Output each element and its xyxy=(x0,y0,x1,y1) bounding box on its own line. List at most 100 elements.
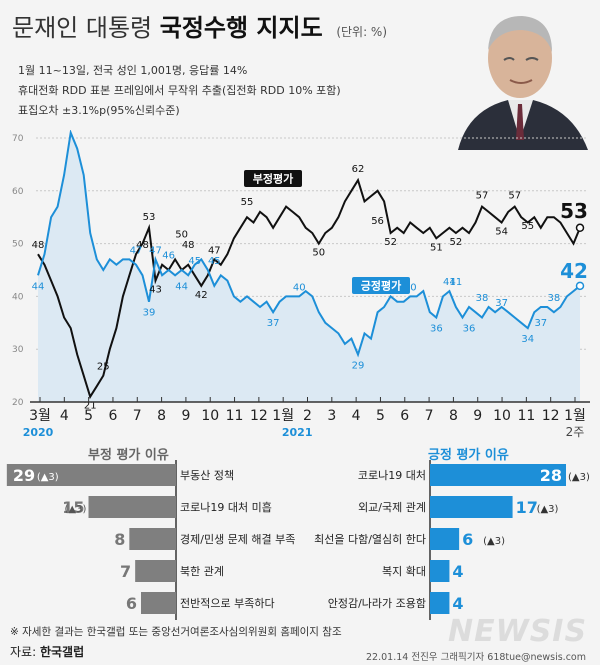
negative-data-label: 62 xyxy=(352,164,365,175)
positive-reason-label: 최선을 다함/열심히 한다 xyxy=(314,532,426,546)
negative-reason-label: 북한 관계 xyxy=(180,565,224,578)
negative-bar xyxy=(88,496,176,518)
x-tick-label: 5 xyxy=(376,408,385,424)
title-prefix: 문재인 대통령 xyxy=(12,14,153,42)
legend-positive-label: 긍정평가 xyxy=(361,279,401,293)
negative-bar-value: 15 xyxy=(62,498,84,517)
x-tick-label: 2 xyxy=(303,408,312,424)
negative-bar xyxy=(141,592,176,614)
survey-meta-line-3: 표집오차 ±3.1%p(95%신뢰수준) xyxy=(18,104,180,117)
legend-negative-box xyxy=(244,170,302,187)
positive-change-label: (▲3) xyxy=(483,536,505,547)
positive-reason-label: 외교/국제 관계 xyxy=(358,501,426,514)
x-tick-label: 11 xyxy=(226,408,244,424)
x-tick-label: 11 xyxy=(517,408,535,424)
positive-bar xyxy=(430,560,450,582)
y-tick-label: 60 xyxy=(12,187,24,197)
x-tick-label: 8 xyxy=(157,408,166,424)
x-tick-label: 12 xyxy=(250,408,268,424)
negative-data-label: 25 xyxy=(97,362,110,373)
negative-data-label: 55 xyxy=(241,197,254,208)
survey-meta-line-2: 휴대전화 RDD 표본 프레임에서 무작위 추출(집전화 RDD 10% 포함) xyxy=(18,84,341,97)
positive-bar xyxy=(430,496,513,518)
x-tick-label: 8 xyxy=(449,408,458,424)
positive-bar-value: 6 xyxy=(462,530,473,549)
y-axis-ticks: 20 30 40 50 60 70 xyxy=(12,134,24,408)
negative-reasons-title: 부정 평가 이유 xyxy=(88,448,169,463)
positive-data-label: 36 xyxy=(430,324,443,335)
positive-data-label: 29 xyxy=(352,360,365,371)
negative-data-label: 55 xyxy=(521,221,534,232)
positive-area-fill xyxy=(38,132,580,402)
president-portrait-image xyxy=(438,0,600,150)
negative-data-label: 52 xyxy=(384,237,397,248)
x-tick-label: 5 xyxy=(84,408,93,424)
negative-data-label: 48 xyxy=(182,240,195,251)
positive-bar-value: 17 xyxy=(516,498,538,517)
negative-bar-value: 29 xyxy=(13,466,35,485)
y-tick-label: 20 xyxy=(12,398,24,408)
y-tick-label: 40 xyxy=(12,292,24,302)
positive-data-label: 36 xyxy=(463,324,476,335)
negative-bar xyxy=(135,560,176,582)
x-tick-label: 9 xyxy=(181,408,190,424)
x-tick-label: 7 xyxy=(133,408,142,424)
x-tick-label: 6 xyxy=(108,408,117,424)
positive-data-label: 45 xyxy=(208,256,221,267)
positive-data-label: 40 xyxy=(293,282,306,293)
negative-data-label: 53 xyxy=(560,199,588,223)
x-tick-label: 6 xyxy=(400,408,409,424)
negative-data-label: 43 xyxy=(149,285,162,296)
negative-data-label: 21 xyxy=(84,401,97,412)
y-tick-label: 70 xyxy=(12,134,24,144)
positive-data-label: 44 xyxy=(175,281,188,292)
positive-data-label: 39 xyxy=(143,308,156,319)
negative-bar-value: 8 xyxy=(114,530,125,549)
source: 자료: 한국갤럽 xyxy=(10,643,84,660)
negative-data-label: 48 xyxy=(32,240,45,251)
last-week-label: 2주 xyxy=(566,425,585,439)
newsis-logo: NEWSIS xyxy=(448,614,588,649)
unit-label: (단위: %) xyxy=(336,25,388,39)
positive-data-label: 37 xyxy=(534,318,547,329)
positive-data-label: 37 xyxy=(267,318,280,329)
positive-data-label: 38 xyxy=(548,293,561,304)
survey-meta-line-1: 1월 11~13일, 전국 성인 1,001명, 응답률 14% xyxy=(18,64,248,77)
series-end-points xyxy=(575,223,585,291)
x-tick-label: 3 xyxy=(327,408,336,424)
x-tick-label: 10 xyxy=(201,408,219,424)
x-tick-label: 4 xyxy=(60,408,69,424)
graphic-credit: 22.01.14 전진우 그래픽기자 618tue@newsis.com xyxy=(366,652,586,663)
negative-data-label: 57 xyxy=(508,191,521,202)
negative-data-label: 42 xyxy=(195,290,208,301)
legend-negative-label: 부정평가 xyxy=(253,172,293,186)
positive-data-label: 41 xyxy=(450,277,463,288)
positive-data-label: 38 xyxy=(476,293,489,304)
negative-data-label: 54 xyxy=(495,226,508,237)
title-bold: 국정수행 지지도 xyxy=(159,14,323,42)
negative-change-label: (▲3) xyxy=(65,504,87,515)
negative-bar xyxy=(129,528,176,550)
negative-data-label: 52 xyxy=(450,237,463,248)
negative-bar xyxy=(6,464,177,486)
positive-data-label: 42 xyxy=(560,259,588,283)
positive-bar xyxy=(430,528,460,550)
negative-reason-label: 경제/민생 문제 해결 부족 xyxy=(180,532,295,546)
x-tick-label: 1월 xyxy=(272,408,294,424)
negative-data-label: 53 xyxy=(143,212,156,223)
negative-data-label: 50 xyxy=(312,248,325,259)
negative-reason-label: 코로나19 대처 미흡 xyxy=(180,500,272,514)
page-title: 문재인 대통령 국정수행 지지도 (단위: %) xyxy=(12,8,387,43)
negative-data-label: 50 xyxy=(175,230,188,241)
x-tick-label: 12 xyxy=(542,408,560,424)
positive-change-label: (▲3) xyxy=(568,472,590,483)
positive-change-label: (▲3) xyxy=(537,504,559,515)
positive-data-label: 45 xyxy=(188,256,201,267)
positive-data-label: 40 xyxy=(404,282,417,293)
